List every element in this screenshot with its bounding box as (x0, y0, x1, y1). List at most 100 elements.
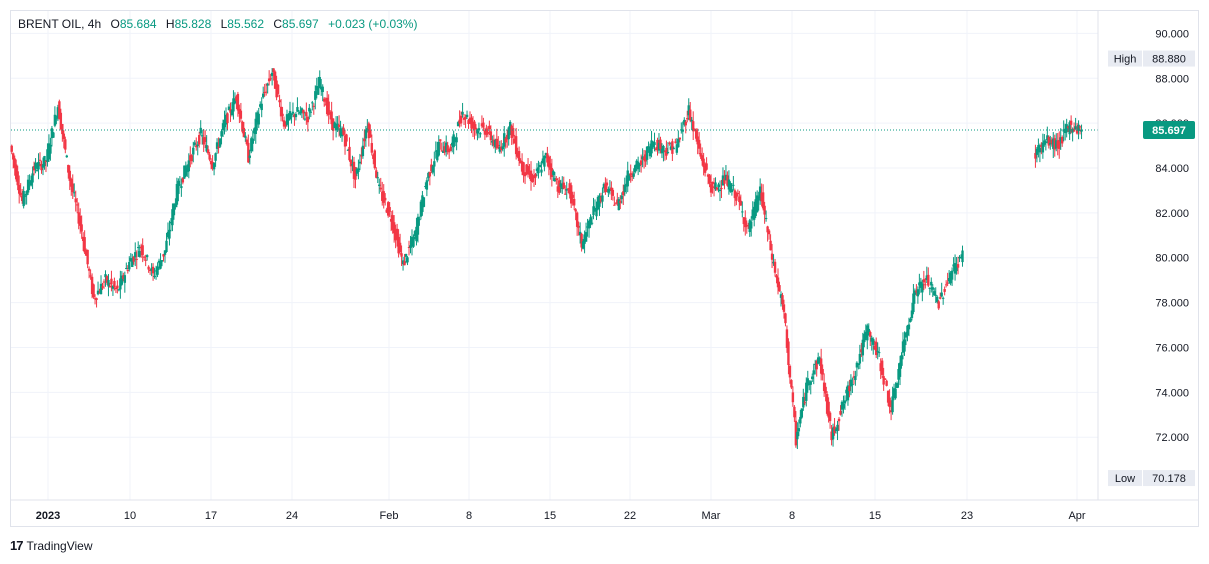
candle (29, 175, 33, 187)
candle (248, 149, 252, 165)
candle (510, 124, 513, 145)
candle (1037, 138, 1040, 158)
candle-body (443, 146, 446, 153)
candle (95, 297, 98, 308)
candle-body (519, 160, 522, 164)
candle-body (922, 279, 926, 283)
candle-body (436, 150, 439, 161)
candle (910, 302, 914, 321)
candle-body (61, 124, 64, 135)
tradingview-brand[interactable]: 17 TradingView (10, 538, 93, 553)
symbol-label[interactable]: BRENT OIL, 4h (18, 17, 102, 31)
candle-body (708, 175, 711, 184)
candle (461, 102, 464, 118)
candle (50, 125, 54, 147)
candle-body (531, 177, 534, 182)
candle (31, 166, 34, 190)
candle-body (177, 180, 180, 194)
candle (630, 171, 634, 182)
candle-body (961, 250, 964, 263)
candle (22, 186, 25, 209)
candle-body (632, 173, 635, 177)
candle (235, 95, 238, 110)
candle-body (564, 193, 567, 195)
candle (276, 83, 280, 98)
candle-body (343, 135, 347, 147)
candle-body (848, 385, 851, 392)
candle-body (846, 385, 850, 401)
candle (873, 340, 876, 351)
candle-body (709, 184, 713, 193)
candle-body (924, 284, 927, 286)
candle-body (456, 122, 460, 127)
candle (857, 363, 860, 370)
candle (860, 342, 863, 358)
candle (708, 173, 711, 188)
high-key: H (165, 17, 175, 31)
candle-body (156, 266, 159, 275)
candle (395, 223, 399, 247)
candle (159, 253, 162, 270)
candle (132, 255, 135, 265)
candle (449, 144, 452, 152)
candle-body (494, 139, 497, 148)
candle (238, 104, 241, 124)
candle (1065, 118, 1068, 138)
y-tick-label: 74.000 (1155, 387, 1189, 399)
candle-body (190, 155, 193, 162)
candle (726, 171, 729, 187)
candle (236, 91, 240, 117)
candle-body (253, 128, 256, 134)
candle (59, 108, 63, 131)
candle-body (263, 92, 266, 94)
candle-body (921, 283, 924, 293)
candle-body (116, 285, 119, 289)
candle (693, 128, 696, 132)
candle-body (607, 188, 610, 193)
candle (117, 288, 121, 292)
low-value: 85.562 (227, 17, 264, 31)
candle-body (297, 112, 301, 114)
candle-body (645, 146, 649, 160)
candle (110, 270, 113, 292)
candle (157, 258, 161, 271)
candle (778, 281, 781, 292)
candle-body (452, 134, 455, 148)
candle (721, 167, 725, 186)
candle-body (940, 292, 943, 297)
candle-body (669, 146, 673, 150)
candle (809, 380, 812, 395)
candle-body (145, 255, 149, 258)
candle (669, 142, 673, 151)
candle (845, 386, 848, 402)
candle-body (683, 119, 686, 125)
candle (909, 317, 912, 323)
candle (415, 218, 418, 246)
candle-body (845, 389, 848, 394)
candle (861, 332, 865, 362)
candle (626, 161, 629, 193)
candle-body (59, 112, 63, 130)
candle (357, 159, 360, 180)
candle (111, 284, 115, 296)
candle-body (681, 129, 684, 132)
close-key: C (273, 17, 283, 31)
candle (482, 117, 485, 132)
candle (1047, 135, 1051, 149)
candle (497, 136, 500, 150)
candle-body (730, 189, 734, 193)
candle-body (300, 108, 304, 112)
candle-body (147, 266, 150, 270)
candle (598, 193, 601, 216)
candle-body (894, 388, 897, 399)
candle-body (180, 186, 183, 189)
candle-body (174, 203, 177, 208)
candle (1068, 120, 1071, 140)
candle-body (15, 164, 18, 180)
candle (242, 121, 246, 138)
candle-body (666, 152, 670, 154)
candle (43, 155, 46, 170)
candle (586, 218, 589, 237)
candle-body (233, 99, 237, 104)
